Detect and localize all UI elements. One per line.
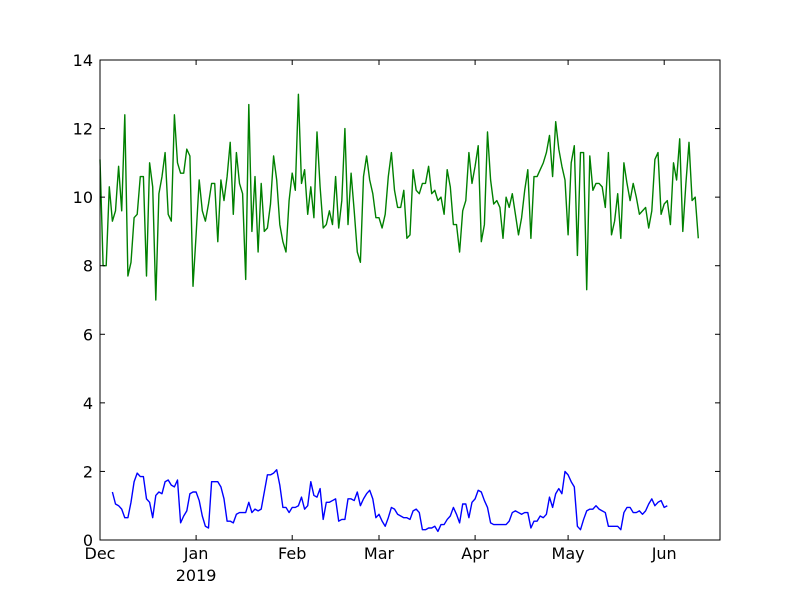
y-tick-label: 14 — [73, 51, 93, 70]
y-tick-label: 4 — [83, 394, 93, 413]
x-tick-year-label: 2019 — [176, 566, 217, 585]
y-tick-label: 6 — [83, 325, 93, 344]
x-tick-label: Jun — [651, 544, 677, 563]
x-axis: Dec Jan 2019 Feb Mar Apr May Jun — [85, 60, 677, 585]
series-2-line — [111, 469, 668, 533]
y-tick-label: 10 — [73, 188, 93, 207]
y-tick-label: 8 — [83, 257, 93, 276]
plot-background — [100, 60, 720, 540]
y-tick-label: 12 — [73, 120, 93, 139]
x-tick-label: Apr — [461, 544, 489, 563]
y-axis: 0 2 4 6 8 10 12 14 — [73, 51, 720, 550]
y-tick-label: 0 — [83, 531, 93, 550]
x-tick-label: Feb — [278, 544, 306, 563]
series-layer — [99, 93, 699, 533]
y-tick-label: 2 — [83, 462, 93, 481]
x-tick-label: May — [552, 544, 585, 563]
x-tick-label: Jan — [183, 544, 209, 563]
series-1-line — [99, 93, 699, 301]
x-tick-label: Dec — [85, 544, 116, 563]
plot-frame — [99, 59, 721, 541]
x-tick-label: Mar — [364, 544, 395, 563]
